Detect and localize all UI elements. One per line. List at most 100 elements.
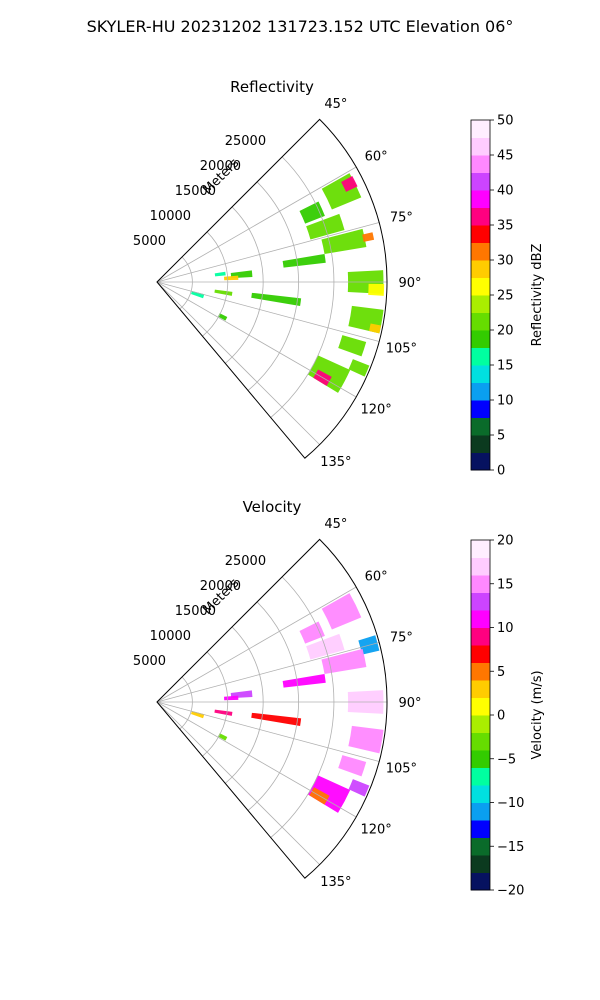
data-cell [217,313,228,321]
colorbar-tick-label: 0 [497,464,505,479]
range-ring [202,231,229,337]
data-cell [217,733,228,741]
colorbar-label: Reflectivity dBZ [530,244,545,347]
colorbar-segment [471,592,490,611]
range-ring [270,156,335,418]
colorbar-segment [471,242,490,261]
data-cell [214,709,233,716]
range-tick-label: 15000 [175,604,216,619]
data-cell [307,355,351,393]
range-tick-label: 25000 [225,134,266,149]
colorbar-segment [471,207,490,226]
colorbar-tick-label: 40 [497,184,514,199]
colorbar-segment [471,680,490,698]
colorbar-segment [471,347,490,366]
velocity-panel: Velocity 5000 10000 15000 20000 25000 45° 60° 75… [133,498,545,899]
range-tick-label: 5000 [133,654,166,669]
colorbar-tick-label: 35 [497,219,514,234]
data-cell [338,755,367,777]
azimuth-tick-label: 45° [324,517,347,532]
range-tick-label: 20000 [200,159,241,174]
colorbar-segment [471,120,490,138]
range-tick-label: 25000 [225,554,266,569]
colorbar-segment [471,855,490,873]
data-cell [191,711,205,719]
colorbar-segment [471,225,490,243]
colorbar-segment [471,295,490,313]
range-ring [179,676,193,730]
azimuth-tick-label: 120° [360,823,391,838]
colorbar-segment [471,540,490,558]
data-cells [191,173,385,393]
colorbar-tick-label: 50 [497,114,514,129]
data-cell [321,173,362,210]
sector-outline [156,118,388,459]
data-cell [348,779,370,797]
data-cells [191,593,384,813]
azimuth-gridline [156,701,357,818]
colorbar-segment [471,575,490,593]
range-ring [179,256,193,310]
reflectivity-panel: Reflectivity 5000 10000 15000 20000 25000 45° 6… [133,78,545,479]
colorbar-tick-label: 0 [497,709,505,724]
colorbar-segment [471,802,490,821]
panel-title: Velocity [243,498,302,516]
colorbar-tick-label: 45 [497,149,514,164]
colorbar-segment [471,365,490,383]
colorbar-segment [471,872,490,891]
colorbar-tick-label: 10 [497,394,514,409]
colorbar-label: Velocity (m/s) [530,670,545,759]
colorbar-segment [471,645,490,663]
azimuth-tick-label: 90° [398,696,421,711]
range-ring [247,601,299,811]
colorbar-segment [471,610,490,628]
colorbar-segment [471,732,490,751]
colorbar-tick-label: 5 [497,429,505,444]
azimuth-gridline [156,642,380,703]
data-cell [321,593,362,630]
data-cell [282,673,326,688]
data-cell [321,228,367,254]
colorbar-segment [471,312,490,331]
colorbar-tick-label: −20 [497,884,524,899]
data-cell [321,648,367,674]
colorbar-segment [471,697,490,716]
data-cell [369,323,382,334]
colorbar-segment [471,400,490,418]
data-cell [299,621,325,644]
azimuth-tick-label: 135° [320,455,351,470]
colorbar-tick-label: 10 [497,621,514,636]
colorbar: 0 5 10 15 20 25 30 35 40 45 50 Reflectivity dBZ [470,114,545,479]
colorbar-tick-label: −15 [497,840,524,855]
colorbar-segment [471,785,490,803]
colorbar-segment [471,190,490,208]
data-cell [224,695,239,701]
data-cell [191,291,205,299]
colorbar-tick-label: 25 [497,289,514,304]
colorbar-segment [471,417,490,436]
azimuth-tick-label: 60° [365,570,388,585]
colorbar-tick-label: 15 [497,577,514,592]
colorbar-tick-label: −10 [497,796,524,811]
colorbar-segment [471,382,490,401]
data-cell [214,271,226,277]
range-tick-label: 5000 [133,234,166,249]
range-ring [270,576,335,838]
colorbar-segment [471,557,490,576]
azimuth-gridline [156,222,380,283]
data-cell [214,289,233,296]
colorbar-segment [471,662,490,681]
colorbar-segment [471,767,490,786]
data-cell [224,275,239,281]
colorbar-segment [471,820,490,838]
range-tick-label: 10000 [150,629,191,644]
colorbar-segment [471,837,490,856]
colorbar-segment [471,435,490,453]
data-cell [251,292,302,306]
data-cell [341,175,358,192]
colorbar-tick-label: 30 [497,254,514,269]
azimuth-tick-label: 90° [398,276,421,291]
colorbar-segment [471,452,490,471]
data-cell [299,201,325,224]
colorbar: −20 −15 −10 −5 0 5 10 15 20 Velocity (m/s) [470,534,545,899]
